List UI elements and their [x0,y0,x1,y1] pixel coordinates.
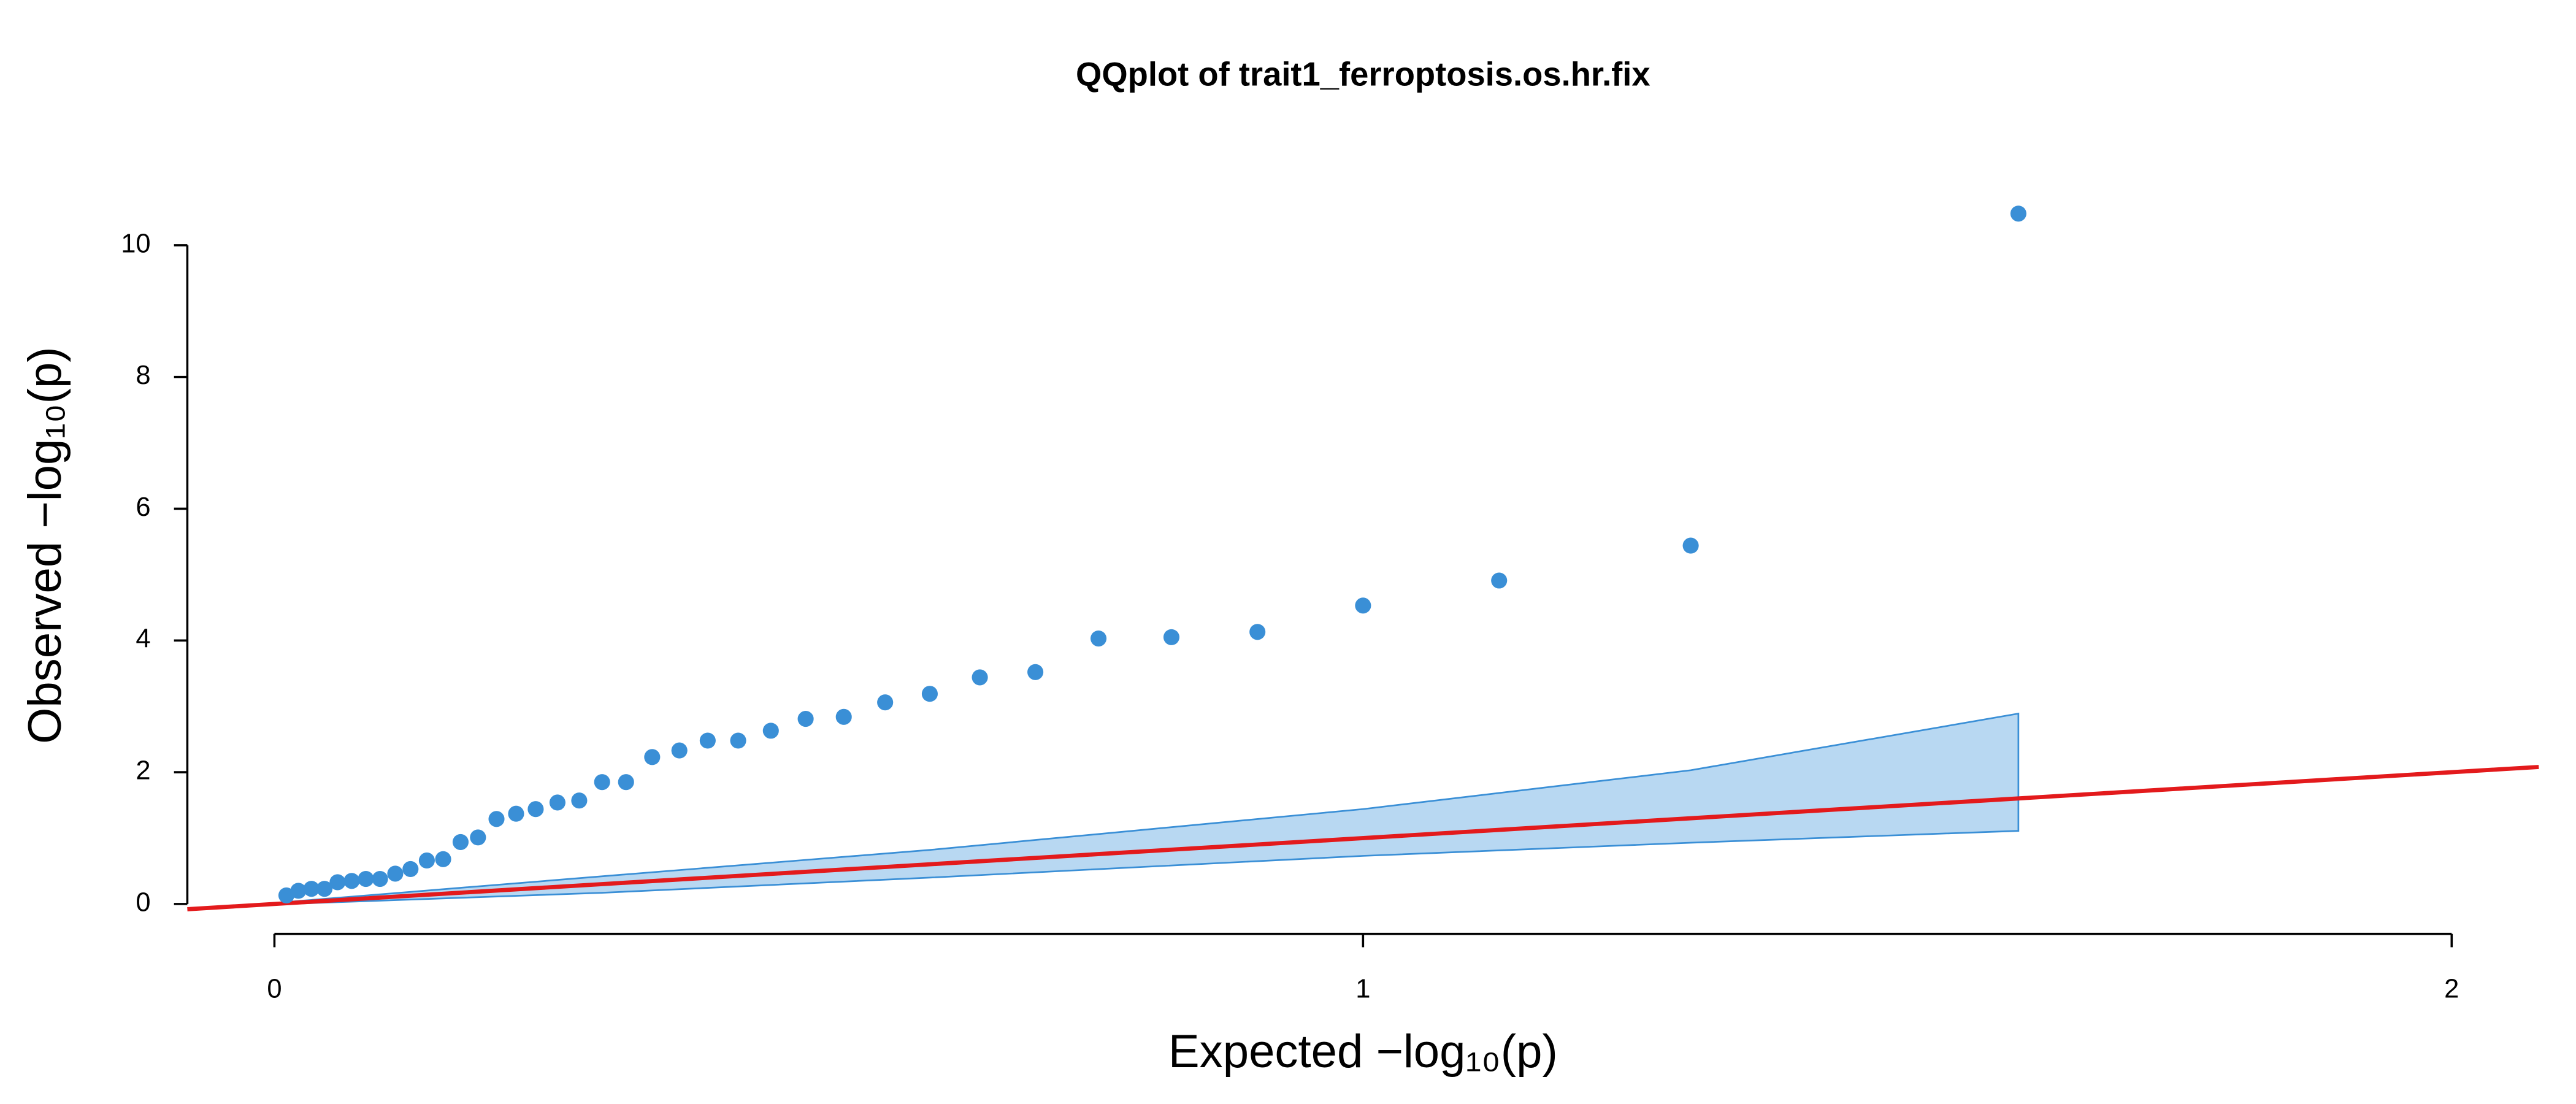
point [571,792,588,809]
point [435,851,451,867]
point [549,794,565,811]
reference-line [187,765,2539,911]
point [594,774,610,791]
point [508,805,524,822]
point [2010,205,2026,222]
point [671,742,688,759]
x-axis-label: Expected −log₁₀(p) [1168,1025,1558,1078]
y-tick-label: 4 [136,624,150,654]
point [1355,597,1371,614]
point [762,723,779,739]
y-tick-label: 8 [136,361,150,390]
point [343,873,360,889]
point [470,829,486,846]
point [418,852,435,869]
point [644,749,661,765]
point [699,732,716,749]
point [1090,630,1107,647]
x-tick-label: 1 [1355,975,1370,1004]
y-tick-label: 6 [136,493,150,522]
point [358,870,374,887]
point [730,732,746,749]
point [972,669,988,686]
point [452,834,469,850]
y-tick-label: 10 [121,229,150,258]
point [1027,664,1044,680]
point [303,881,320,897]
point [618,774,634,791]
point [316,881,333,897]
point [402,861,419,877]
y-tick-label: 0 [136,887,150,917]
point [797,711,814,727]
point [1163,629,1180,645]
point [372,870,388,887]
point [835,708,852,725]
point [290,883,307,899]
point [1249,624,1266,640]
point [527,801,544,818]
point [1682,537,1699,554]
point [1491,572,1508,589]
point [921,686,938,702]
point [488,811,505,827]
y-axis-label: Observed −log₁₀(p) [19,347,71,744]
x-tick-label: 2 [2444,975,2459,1004]
y-tick-label: 2 [136,756,150,786]
chart-title: QQplot of trait1_ferroptosis.os.hr.fix [1076,55,1650,93]
point [387,865,404,882]
point [329,874,346,891]
confidence-band [285,712,2020,905]
point [877,694,894,711]
x-tick-label: 0 [267,975,282,1004]
